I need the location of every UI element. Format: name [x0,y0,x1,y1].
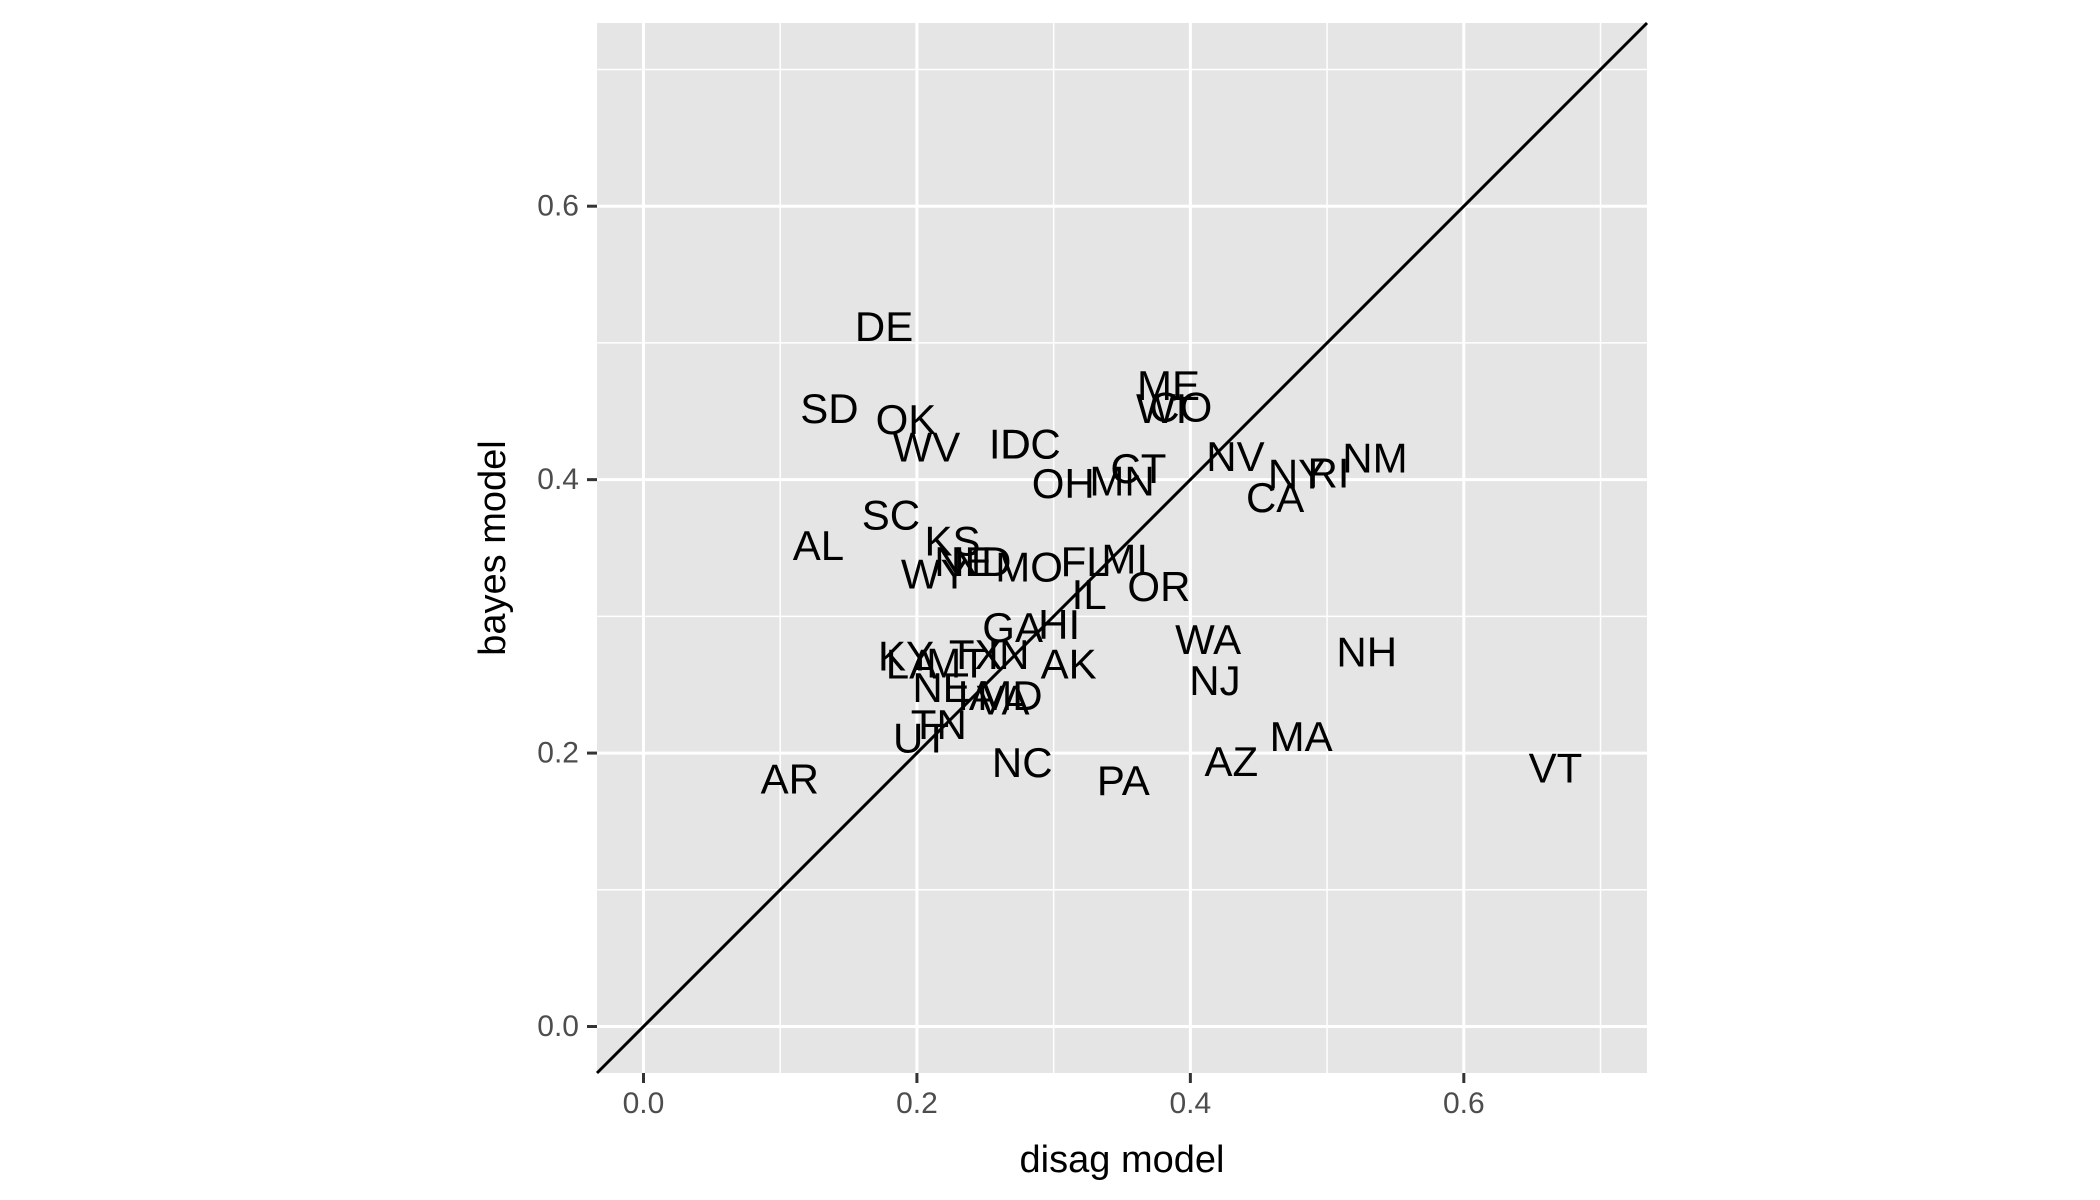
point-label-nd: ND [951,538,1012,585]
point-label-ne: NE [934,538,992,585]
point-label-mt: MT [926,639,987,686]
point-label-ga: GA [982,604,1043,651]
point-label-wv: WV [893,423,961,470]
point-label-ct: CT [1110,445,1166,492]
point-label-ky: KY [878,633,934,680]
point-label-oh: OH [1032,460,1095,507]
point-label-de: DE [855,303,913,350]
point-label-ca: CA [1246,474,1304,521]
x-tick-label: 0.2 [896,1087,938,1120]
point-label-wy: WY [901,550,969,597]
point-label-ok: OK [876,396,937,443]
x-axis-title: disag model [1020,1139,1225,1181]
point-label-il: IL [1072,571,1107,618]
point-label-al: AL [793,522,844,569]
point-label-ny: NY [1268,451,1326,498]
axes: 0.0 0.2 0.4 0.6 0.0 0.2 0.4 0.6 [537,190,1484,1120]
y-axis-title: bayes model [472,440,514,655]
point-label-me: ME [1137,362,1200,409]
y-tick-label: 0.0 [537,1010,579,1043]
point-label-pa: PA [1097,757,1150,804]
point-label-id: ID [989,421,1031,468]
point-label-nj: NJ [1189,657,1240,704]
point-label-ar: AR [761,756,819,803]
point-label-mn: MN [1089,458,1154,505]
point-label-nh: NH [1336,628,1397,675]
point-label-tn: TN [911,701,967,748]
x-tick-label: 0.0 [623,1087,665,1120]
point-label-ks: KS [924,518,980,565]
point-label-ut: UT [893,715,949,762]
point-label-nm: NM [1342,434,1407,481]
point-label-wa: WA [1175,616,1241,663]
point-label-sd: SD [800,385,858,432]
point-label-mi: MI [1101,535,1148,582]
point-label-va: VA [977,676,1030,723]
point-label-az: AZ [1205,738,1259,785]
point-label-dc: DC [1000,421,1061,468]
point-label-ri: RI [1307,449,1349,496]
point-label-nc: NC [992,739,1053,786]
y-tick-label: 0.2 [537,737,579,770]
y-tick-label: 0.4 [537,463,579,496]
point-label-ia: IA [957,672,997,719]
y-tick-label: 0.6 [537,190,579,223]
point-label-nv: NV [1206,433,1264,480]
point-label-ak: AK [1041,641,1097,688]
grid-lines [597,23,1647,1073]
reference-line [595,21,1649,1075]
point-label-in: IN [988,631,1030,678]
point-label-ne: NE [912,664,970,711]
point-label-sc: SC [862,492,920,539]
x-tick-label: 0.6 [1443,1087,1485,1120]
point-label-hi: HI [1038,601,1080,648]
point-label-la: LA [886,641,937,688]
point-label-wi: WI [1136,385,1187,432]
point-label-fl: FL [1061,538,1110,585]
x-tick-label: 0.4 [1170,1087,1212,1120]
point-label-tx: TX [949,631,1003,678]
point-label-mo: MO [995,544,1063,591]
point-label-vt: VT [1529,745,1583,792]
point-label-md: MD [977,672,1042,719]
point-label-or: OR [1127,563,1190,610]
reference-line-group [595,21,1649,1075]
point-label-co: CO [1149,384,1212,431]
point-label-ma: MA [1270,713,1333,760]
